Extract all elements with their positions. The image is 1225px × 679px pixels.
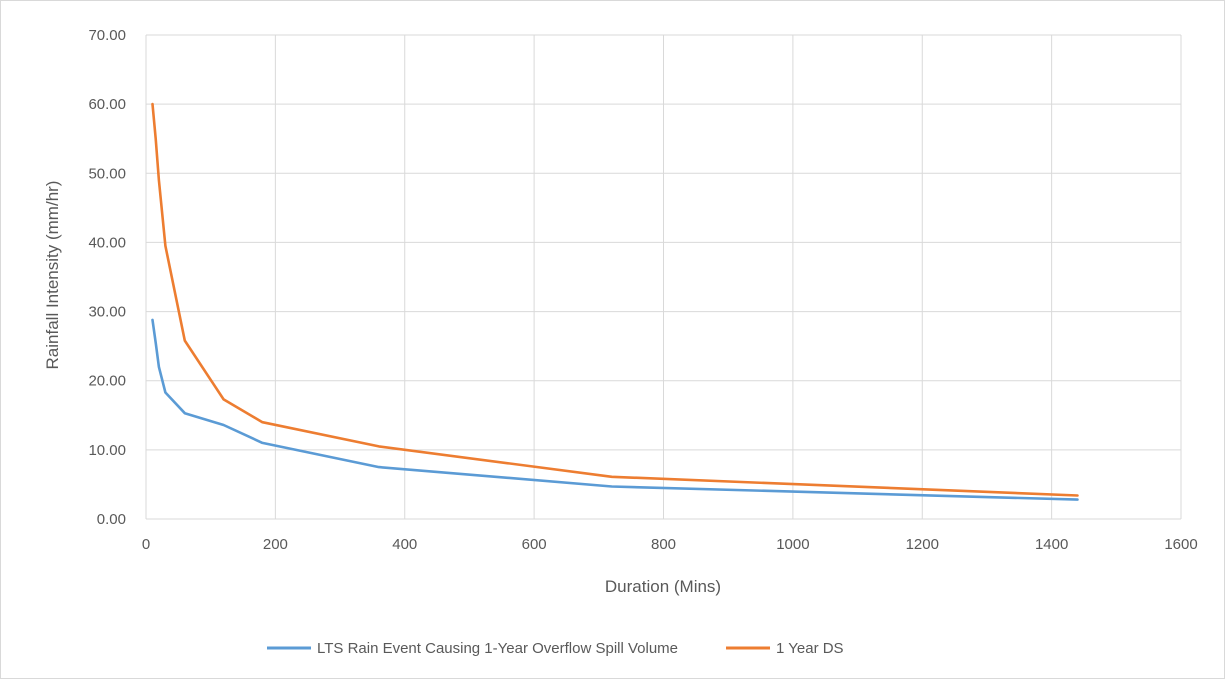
x-tick-label: 1600 [1164,536,1197,553]
x-axis-title: Duration (Mins) [605,577,721,596]
y-tick-label: 20.00 [88,373,126,390]
tick-labels: 0 200 400 600 800 1000 1200 1400 1600 0.00 10.00 20… [88,27,1197,553]
x-tick-label: 0 [142,536,150,553]
legend: LTS Rain Event Causing 1-Year Overflow S… [267,640,844,657]
x-tick-label: 600 [522,536,547,553]
x-tick-label: 800 [651,536,676,553]
x-tick-label: 1400 [1035,536,1068,553]
legend-label-1: LTS Rain Event Causing 1-Year Overflow S… [317,640,678,657]
y-tick-label: 40.00 [88,234,126,251]
series-line-1 [151,318,1079,501]
series-line-2 [151,102,1079,497]
legend-label-2: 1 Year DS [776,640,844,657]
x-tick-label: 1000 [776,536,809,553]
x-tick-label: 400 [392,536,417,553]
gridlines [145,34,1182,520]
x-tick-label: 1200 [906,536,939,553]
series-lines [151,102,1079,501]
y-tick-label: 30.00 [88,304,126,321]
y-tick-label: 10.00 [88,442,126,459]
y-tick-label: 0.00 [97,511,126,528]
y-tick-label: 70.00 [88,27,126,44]
y-tick-label: 60.00 [88,96,126,113]
y-tick-label: 50.00 [88,165,126,182]
x-tick-label: 200 [263,536,288,553]
y-axis-title: Rainfall Intensity (mm/hr) [43,181,62,370]
